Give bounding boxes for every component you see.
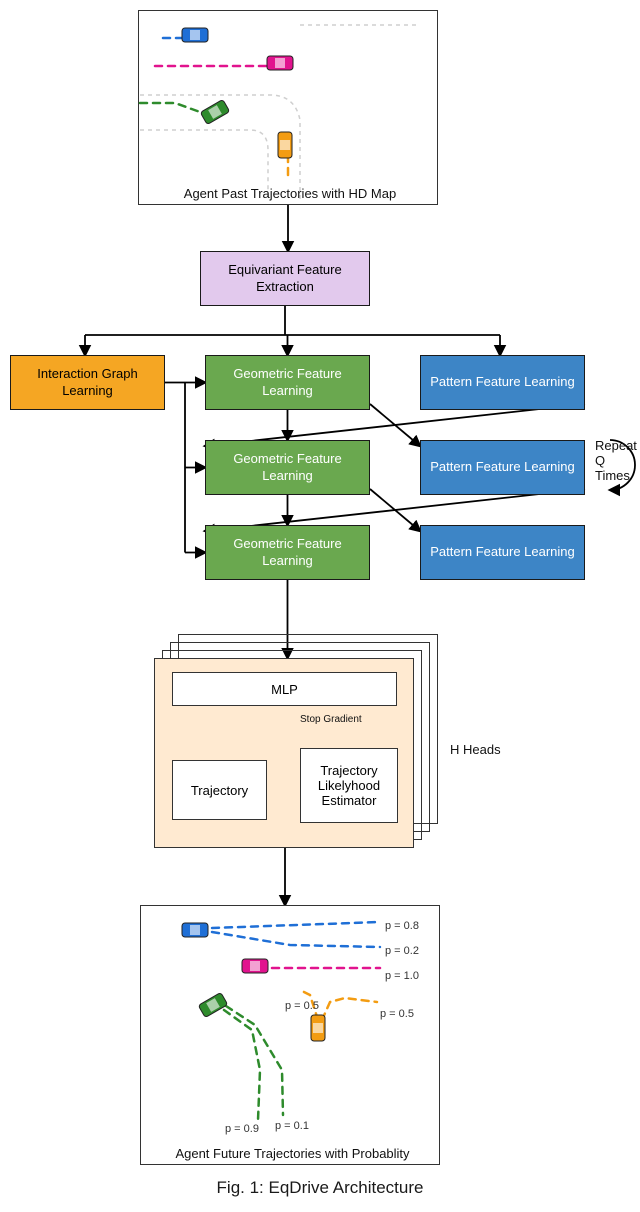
igl-label: Interaction Graph Learning: [17, 366, 158, 400]
g3-label: Geometric Feature Learning: [212, 536, 363, 570]
probability-label: p = 0.5: [285, 1000, 319, 1012]
pattern-feature-learning-1-block: Pattern Feature Learning: [420, 355, 585, 410]
h-heads-label: H Heads: [450, 742, 501, 757]
equivariant-feature-extraction-block: Equivariant Feature Extraction: [200, 251, 370, 306]
probability-label: p = 0.1: [275, 1120, 309, 1132]
top-scene-panel: [138, 10, 438, 205]
bottom-panel-caption: Agent Future Trajectories with Probablit…: [155, 1146, 430, 1161]
g2-label: Geometric Feature Learning: [212, 451, 363, 485]
geometric-feature-learning-1-block: Geometric Feature Learning: [205, 355, 370, 410]
probability-label: p = 0.5: [380, 1008, 414, 1020]
trajectory-likelihood-estimator-box: Trajectory Likelyhood Estimator: [300, 748, 398, 823]
g1-label: Geometric Feature Learning: [212, 366, 363, 400]
geometric-feature-learning-2-block: Geometric Feature Learning: [205, 440, 370, 495]
trajectory-box: Trajectory: [172, 760, 267, 820]
pattern-feature-learning-3-block: Pattern Feature Learning: [420, 525, 585, 580]
stop-gradient-label: Stop Gradient: [300, 714, 362, 725]
probability-label: p = 0.9: [225, 1123, 259, 1135]
figure-canvas: Agent Past Trajectories with HD Map Equi…: [0, 0, 640, 1212]
repeat-loop-label: Repeat Q Times: [595, 438, 640, 483]
figure-caption: Fig. 1: EqDrive Architecture: [0, 1178, 640, 1198]
pattern-feature-learning-2-block: Pattern Feature Learning: [420, 440, 585, 495]
probability-label: p = 1.0: [385, 970, 419, 982]
top-panel-caption: Agent Past Trajectories with HD Map: [155, 186, 425, 201]
geometric-feature-learning-3-block: Geometric Feature Learning: [205, 525, 370, 580]
efe-label: Equivariant Feature Extraction: [207, 262, 363, 296]
p2-label: Pattern Feature Learning: [430, 459, 575, 476]
interaction-graph-learning-block: Interaction Graph Learning: [10, 355, 165, 410]
probability-label: p = 0.8: [385, 920, 419, 932]
p1-label: Pattern Feature Learning: [430, 374, 575, 391]
p3-label: Pattern Feature Learning: [430, 544, 575, 561]
probability-label: p = 0.2: [385, 945, 419, 957]
mlp-box: MLP: [172, 672, 397, 706]
